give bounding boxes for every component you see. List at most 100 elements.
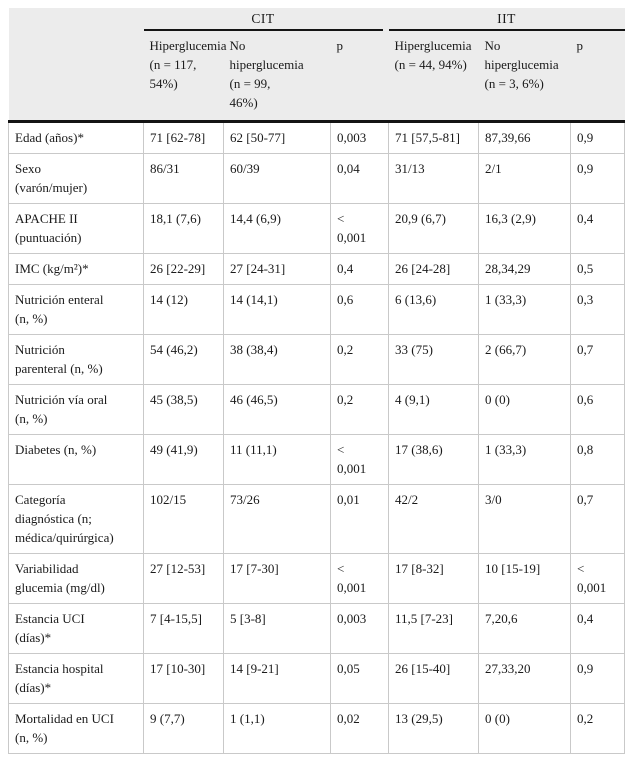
table-row: Estancia UCI (días)* 7 [4-15,5] 5 [3-8] … <box>8 603 625 654</box>
cell-iit-hyper: 33 (75) <box>388 334 479 385</box>
cell-cit-p: 0,003 <box>330 603 389 654</box>
table-row: Edad (años)* 71 [62-78] 62 [50-77] 0,003… <box>8 121 625 154</box>
table-row: Nutrición enteral (n, %) 14 (12) 14 (14,… <box>8 284 625 335</box>
cell-cit-nohyper: 14 [9-21] <box>223 653 331 704</box>
cell-iit-nohyper: 16,3 (2,9) <box>478 203 571 254</box>
cell-cit-nohyper: 60/39 <box>223 153 331 204</box>
cell-cit-hyper: 86/31 <box>143 153 224 204</box>
cell-cit-p: 0,02 <box>330 703 389 754</box>
column-header-cit-p: p <box>330 31 389 123</box>
stub-cell <box>8 8 144 31</box>
table-header: CIT IIT Hiperglucemia (n = 117, 54%) No … <box>8 8 625 123</box>
row-label: Diabetes (n, %) <box>8 434 144 485</box>
row-label: Estancia UCI (días)* <box>8 603 144 654</box>
table-body: Edad (años)* 71 [62-78] 62 [50-77] 0,003… <box>8 121 625 754</box>
group-header-row: CIT IIT <box>8 8 625 31</box>
row-label: APACHE II (puntuación) <box>8 203 144 254</box>
cell-iit-hyper: 4 (9,1) <box>388 384 479 435</box>
cell-iit-p: 0,6 <box>570 384 625 435</box>
cell-iit-p: 0,9 <box>570 153 625 204</box>
cell-iit-p: 0,5 <box>570 253 625 285</box>
cell-iit-nohyper: 2 (66,7) <box>478 334 571 385</box>
cell-cit-p: 0,2 <box>330 384 389 435</box>
cell-iit-nohyper: 3/0 <box>478 484 571 554</box>
cell-cit-hyper: 102/15 <box>143 484 224 554</box>
cell-cit-hyper: 17 [10-30] <box>143 653 224 704</box>
table-row: IMC (kg/m²)* 26 [22-29] 27 [24-31] 0,4 2… <box>8 253 625 285</box>
row-label: Nutrición parenteral (n, %) <box>8 334 144 385</box>
column-header-row: Hiperglucemia (n = 117, 54%) No hiperglu… <box>8 31 625 123</box>
cell-cit-p: 0,6 <box>330 284 389 335</box>
cell-cit-nohyper: 38 (38,4) <box>223 334 331 385</box>
group-header-iit: IIT <box>388 8 625 31</box>
row-label: Nutrición enteral (n, %) <box>8 284 144 335</box>
cell-iit-p: 0,4 <box>570 203 625 254</box>
cell-cit-hyper: 27 [12-53] <box>143 553 224 604</box>
cell-iit-hyper: 42/2 <box>388 484 479 554</box>
cell-cit-nohyper: 5 [3-8] <box>223 603 331 654</box>
column-header-stub <box>8 31 144 123</box>
column-header-cit-nohyper: No hiperglucemia (n = 99, 46%) <box>223 31 331 123</box>
cell-cit-nohyper: 27 [24-31] <box>223 253 331 285</box>
cell-cit-nohyper: 62 [50-77] <box>223 121 331 154</box>
cell-iit-p: 0,8 <box>570 434 625 485</box>
cell-iit-hyper: 26 [24-28] <box>388 253 479 285</box>
cell-iit-p: 0,7 <box>570 484 625 554</box>
cell-cit-p: < 0,001 <box>330 203 389 254</box>
cell-iit-hyper: 31/13 <box>388 153 479 204</box>
cell-iit-hyper: 17 (38,6) <box>388 434 479 485</box>
cell-iit-nohyper: 1 (33,3) <box>478 284 571 335</box>
cell-iit-hyper: 71 [57,5-81] <box>388 121 479 154</box>
cell-cit-p: < 0,001 <box>330 434 389 485</box>
cell-iit-hyper: 13 (29,5) <box>388 703 479 754</box>
cell-iit-p: 0,2 <box>570 703 625 754</box>
cell-cit-nohyper: 17 [7-30] <box>223 553 331 604</box>
column-header-iit-p: p <box>570 31 625 123</box>
cell-cit-p: 0,04 <box>330 153 389 204</box>
cell-iit-hyper: 26 [15-40] <box>388 653 479 704</box>
table-row: Nutrición vía oral (n, %) 45 (38,5) 46 (… <box>8 384 625 435</box>
group-label-cit: CIT <box>143 8 383 31</box>
cell-iit-nohyper: 0 (0) <box>478 384 571 435</box>
cell-cit-nohyper: 14,4 (6,9) <box>223 203 331 254</box>
column-header-iit-hyper: Hiperglucemia (n = 44, 94%) <box>388 31 479 123</box>
cell-iit-nohyper: 28,34,29 <box>478 253 571 285</box>
cell-cit-hyper: 9 (7,7) <box>143 703 224 754</box>
column-header-cit-hyper: Hiperglucemia (n = 117, 54%) <box>143 31 227 123</box>
cell-iit-hyper: 6 (13,6) <box>388 284 479 335</box>
cell-iit-p: < 0,001 <box>570 553 625 604</box>
group-header-cit: CIT <box>143 8 389 31</box>
row-label: Sexo (varón/mujer) <box>8 153 144 204</box>
row-label: Variabilidad glucemia (mg/dl) <box>8 553 144 604</box>
row-label: Estancia hospital (días)* <box>8 653 144 704</box>
cell-cit-hyper: 7 [4-15,5] <box>143 603 224 654</box>
cell-cit-hyper: 54 (46,2) <box>143 334 224 385</box>
cell-cit-p: 0,01 <box>330 484 389 554</box>
row-label: Mortalidad en UCI (n, %) <box>8 703 144 754</box>
cell-cit-hyper: 71 [62-78] <box>143 121 224 154</box>
cell-iit-hyper: 20,9 (6,7) <box>388 203 479 254</box>
table-row: Estancia hospital (días)* 17 [10-30] 14 … <box>8 653 625 704</box>
cell-cit-nohyper: 73/26 <box>223 484 331 554</box>
cell-cit-hyper: 14 (12) <box>143 284 224 335</box>
cell-cit-p: 0,003 <box>330 121 389 154</box>
cell-iit-p: 0,7 <box>570 334 625 385</box>
column-header-iit-nohyper: No hiperglucemia (n = 3, 6%) <box>478 31 571 123</box>
cell-iit-hyper: 11,5 [7-23] <box>388 603 479 654</box>
row-label: Nutrición vía oral (n, %) <box>8 384 144 435</box>
table-row: APACHE II (puntuación) 18,1 (7,6) 14,4 (… <box>8 203 625 254</box>
cell-cit-hyper: 18,1 (7,6) <box>143 203 224 254</box>
cell-cit-hyper: 26 [22-29] <box>143 253 224 285</box>
cell-iit-nohyper: 0 (0) <box>478 703 571 754</box>
row-label: Edad (años)* <box>8 121 144 154</box>
cell-iit-p: 0,3 <box>570 284 625 335</box>
table-row: Categoría diagnóstica (n; médica/quirúrg… <box>8 484 625 554</box>
table-row: Variabilidad glucemia (mg/dl) 27 [12-53]… <box>8 553 625 604</box>
cell-iit-nohyper: 87,39,66 <box>478 121 571 154</box>
group-label-iit: IIT <box>388 8 625 31</box>
cell-cit-nohyper: 14 (14,1) <box>223 284 331 335</box>
table-row: Diabetes (n, %) 49 (41,9) 11 (11,1) < 0,… <box>8 434 625 485</box>
cell-iit-nohyper: 1 (33,3) <box>478 434 571 485</box>
cell-cit-p: 0,4 <box>330 253 389 285</box>
